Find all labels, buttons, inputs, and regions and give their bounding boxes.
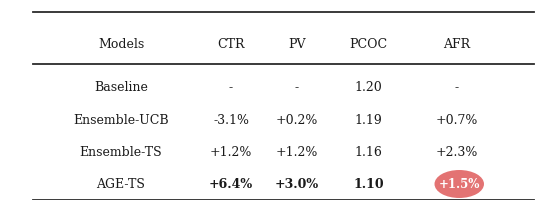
Text: AFR: AFR bbox=[443, 38, 470, 50]
Text: PV: PV bbox=[288, 38, 306, 50]
Ellipse shape bbox=[434, 170, 484, 198]
Text: PCOC: PCOC bbox=[349, 38, 388, 50]
Text: 1.20: 1.20 bbox=[355, 81, 382, 94]
Text: 1.16: 1.16 bbox=[355, 146, 382, 158]
Text: -: - bbox=[295, 81, 299, 94]
Text: Ensemble-TS: Ensemble-TS bbox=[80, 146, 162, 158]
Text: +0.7%: +0.7% bbox=[435, 114, 478, 127]
Text: +0.2%: +0.2% bbox=[276, 114, 318, 127]
Text: Baseline: Baseline bbox=[94, 81, 148, 94]
Text: Ensemble-UCB: Ensemble-UCB bbox=[73, 114, 169, 127]
Text: CTR: CTR bbox=[217, 38, 245, 50]
Text: -: - bbox=[454, 81, 459, 94]
Text: Models: Models bbox=[98, 38, 144, 50]
Text: +3.0%: +3.0% bbox=[275, 178, 319, 190]
Text: AGE-TS: AGE-TS bbox=[97, 178, 145, 190]
Text: +1.2%: +1.2% bbox=[210, 146, 252, 158]
Text: -3.1%: -3.1% bbox=[213, 114, 249, 127]
Text: +1.5%: +1.5% bbox=[438, 178, 480, 190]
Text: 1.19: 1.19 bbox=[355, 114, 382, 127]
Text: +1.2%: +1.2% bbox=[276, 146, 318, 158]
Text: 1.10: 1.10 bbox=[353, 178, 384, 190]
Text: -: - bbox=[229, 81, 233, 94]
Text: +2.3%: +2.3% bbox=[435, 146, 478, 158]
Text: +6.4%: +6.4% bbox=[209, 178, 253, 190]
